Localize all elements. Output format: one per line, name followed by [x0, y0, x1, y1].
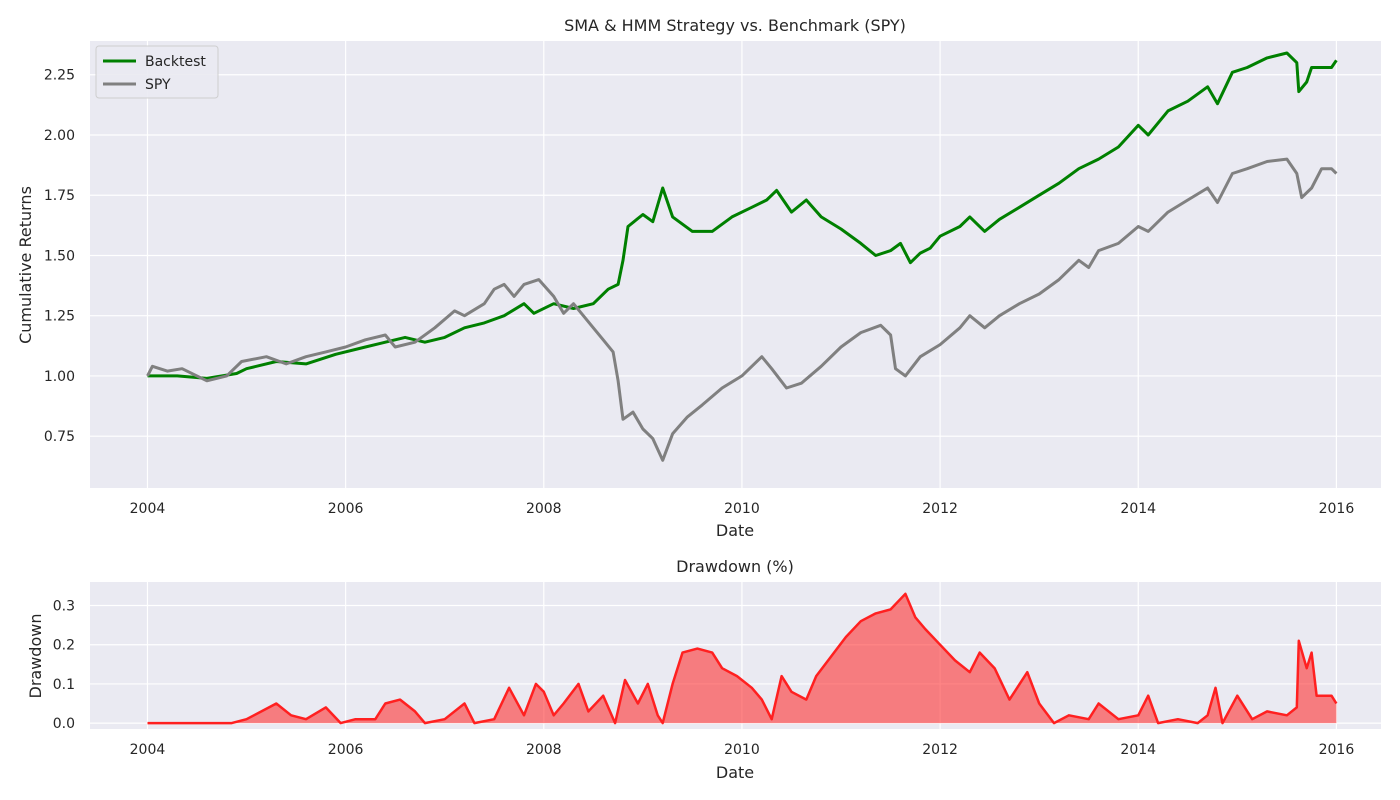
x-tick-label: 2012 [922, 742, 958, 758]
y-axis-label-bottom: Drawdown [26, 614, 45, 699]
legend-label-backtest: Backtest [145, 54, 206, 70]
x-tick-label: 2014 [1120, 742, 1156, 758]
x-tick-label: 2008 [526, 742, 562, 758]
x-tick-label: 2014 [1120, 501, 1156, 517]
tick-labels-top: 2004 2006 2008 2010 2012 2014 2016 0.75 1.00 1.25… [44, 68, 1354, 517]
chart-title-top: SMA & HMM Strategy vs. Benchmark (SPY) [564, 16, 906, 35]
gridlines-top [90, 41, 1381, 488]
drawdown-line [147, 592, 1338, 725]
y-tick-label: 2.00 [44, 128, 75, 144]
x-axis-label-bottom: Date [716, 763, 754, 782]
x-tick-label: 2010 [724, 501, 760, 517]
y-tick-label: 1.75 [44, 188, 75, 204]
chart-title-bottom: Drawdown (%) [676, 557, 794, 576]
y-tick-label: 1.25 [44, 309, 75, 325]
y-tick-label: 0.1 [53, 677, 75, 693]
x-tick-label: 2006 [328, 501, 364, 517]
series-line-backtest [147, 51, 1338, 380]
x-tick-label: 2012 [922, 501, 958, 517]
cumulative-returns-panel: 2004 2006 2008 2010 2012 2014 2016 0.75 1.00 1.25… [16, 16, 1381, 540]
series-line-spy [146, 157, 1338, 462]
y-tick-label: 1.50 [44, 248, 75, 264]
y-tick-label: 0.2 [53, 638, 75, 654]
drawdown-area [147, 593, 1337, 724]
x-axis-label-top: Date [716, 521, 754, 540]
y-axis-label-top: Cumulative Returns [16, 186, 35, 344]
legend-label-spy: SPY [145, 77, 171, 93]
x-tick-label: 2008 [526, 501, 562, 517]
x-tick-label: 2016 [1319, 501, 1355, 517]
legend: Backtest SPY [95, 45, 219, 99]
y-tick-label: 0.75 [44, 429, 75, 445]
x-tick-label: 2016 [1319, 742, 1355, 758]
y-tick-label: 0.3 [53, 599, 75, 615]
y-tick-label: 0.0 [53, 716, 75, 732]
plot-background-top [90, 41, 1381, 488]
series-layer-bottom [147, 592, 1338, 725]
gridlines-bottom [90, 582, 1381, 729]
tick-labels-bottom: 2004 2006 2008 2010 2012 2014 2016 0.0 0.1 0.2 0.3 [53, 599, 1355, 758]
y-tick-label: 2.25 [44, 68, 75, 84]
x-tick-label: 2004 [130, 501, 166, 517]
x-tick-label: 2004 [130, 742, 166, 758]
x-tick-label: 2006 [328, 742, 364, 758]
series-layer-top [146, 51, 1338, 462]
drawdown-panel: 2004 2006 2008 2010 2012 2014 2016 0.0 0.1 0.2 0.3… [26, 557, 1381, 782]
x-tick-label: 2010 [724, 742, 760, 758]
y-tick-label: 1.00 [44, 369, 75, 385]
